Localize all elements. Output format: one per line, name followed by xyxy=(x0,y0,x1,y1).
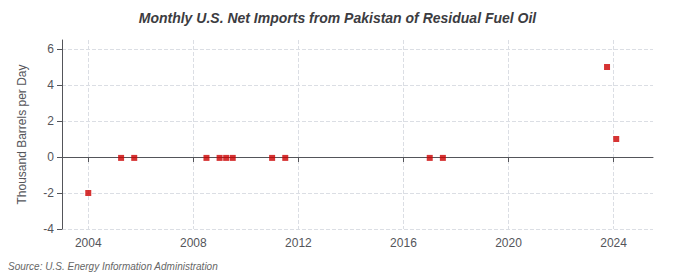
svg-text:4: 4 xyxy=(47,78,54,92)
svg-text:2020: 2020 xyxy=(495,236,522,250)
svg-text:2016: 2016 xyxy=(390,236,417,250)
svg-text:Monthly U.S. Net Imports from: Monthly U.S. Net Imports from Pakistan o… xyxy=(139,10,538,26)
svg-text:2024: 2024 xyxy=(600,236,627,250)
svg-text:0: 0 xyxy=(47,150,54,164)
svg-text:2008: 2008 xyxy=(180,236,207,250)
svg-text:Source: U.S. Energy Informatio: Source: U.S. Energy Information Administ… xyxy=(8,261,218,272)
svg-text:2: 2 xyxy=(47,114,54,128)
svg-text:-2: -2 xyxy=(43,186,54,200)
svg-text:6: 6 xyxy=(47,42,54,56)
svg-text:-4: -4 xyxy=(43,222,54,236)
svg-text:2012: 2012 xyxy=(285,236,312,250)
svg-text:Thousand Barrels per Day: Thousand Barrels per Day xyxy=(15,64,29,204)
svg-text:2004: 2004 xyxy=(75,236,102,250)
